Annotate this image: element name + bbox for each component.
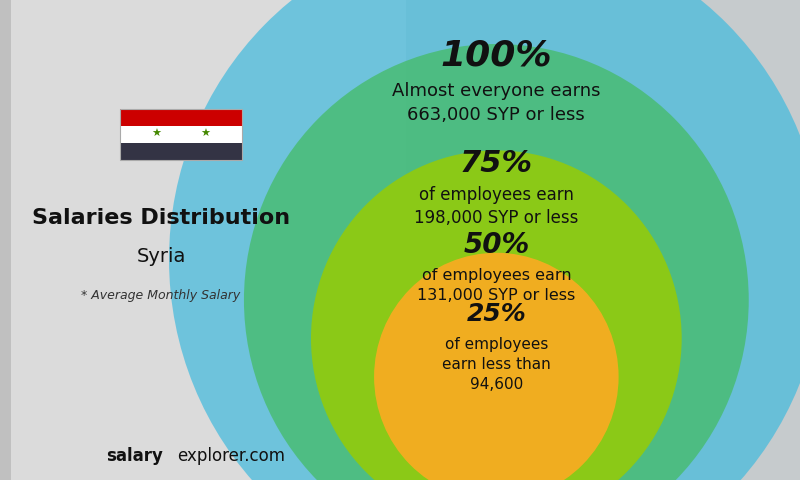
Ellipse shape xyxy=(374,253,618,480)
Text: 50%: 50% xyxy=(463,231,530,259)
Text: ★: ★ xyxy=(151,130,162,139)
Text: Syria: Syria xyxy=(137,247,186,266)
Text: of employees
earn less than
94,600: of employees earn less than 94,600 xyxy=(442,337,550,392)
Text: salary: salary xyxy=(106,447,162,465)
Bar xyxy=(120,109,242,126)
Ellipse shape xyxy=(311,150,682,480)
Bar xyxy=(120,143,242,159)
Bar xyxy=(120,126,242,143)
Text: of employees earn
131,000 SYP or less: of employees earn 131,000 SYP or less xyxy=(418,268,575,303)
FancyBboxPatch shape xyxy=(11,0,406,480)
Text: * Average Monthly Salary: * Average Monthly Salary xyxy=(82,288,241,302)
Text: 100%: 100% xyxy=(441,38,552,72)
Ellipse shape xyxy=(169,0,800,480)
Text: 75%: 75% xyxy=(460,149,533,178)
Text: Almost everyone earns
663,000 SYP or less: Almost everyone earns 663,000 SYP or les… xyxy=(392,83,601,124)
Text: 25%: 25% xyxy=(466,302,526,326)
Bar xyxy=(120,109,242,159)
Text: explorer.com: explorer.com xyxy=(177,447,285,465)
Ellipse shape xyxy=(244,44,749,480)
Text: Salaries Distribution: Salaries Distribution xyxy=(32,208,290,228)
Text: ★: ★ xyxy=(200,130,210,139)
FancyBboxPatch shape xyxy=(406,0,800,480)
Text: of employees earn
198,000 SYP or less: of employees earn 198,000 SYP or less xyxy=(414,186,578,227)
